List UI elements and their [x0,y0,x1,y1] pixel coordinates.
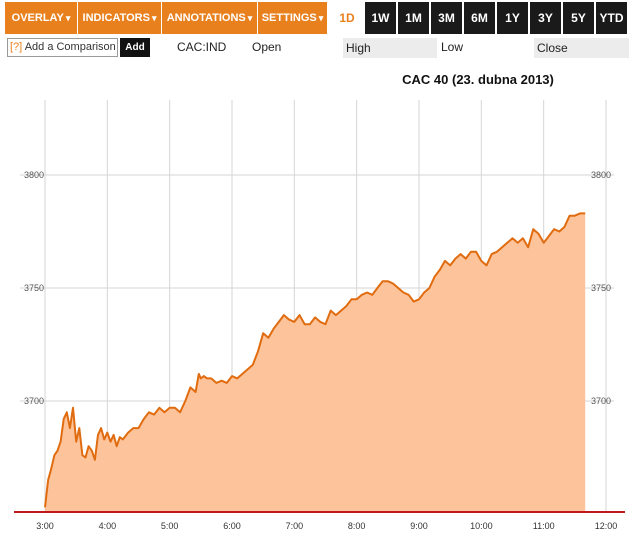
settings-menu-button-label: SETTINGS [261,12,317,24]
low-label: Low [441,40,464,54]
x-tick-label: 11:00 [533,521,555,531]
range-button-5y[interactable]: 5Y [562,2,594,34]
close-label: Close [534,38,629,58]
y-tick-label-left: 3800 [24,170,44,180]
quote-row: [?] Add a Comparison Add CAC:IND Open Hi… [0,36,635,60]
add-comparison-button[interactable]: Add [120,38,150,57]
overlay-menu-button-label: OVERLAY [11,12,64,24]
range-button-1d[interactable]: 1D [331,2,363,34]
chevron-down-icon: ▾ [65,13,71,23]
x-tick-label: 3:00 [36,521,54,531]
x-tick-label: 7:00 [286,521,304,531]
x-tick-label: 9:00 [410,521,428,531]
annotations-menu-button-label: ANNOTATIONS [166,12,246,24]
x-tick-label: 6:00 [223,521,241,531]
help-icon[interactable]: [?] [10,41,23,53]
range-button-6m[interactable]: 6M [463,2,495,34]
range-button-ytd[interactable]: YTD [595,2,627,34]
chevron-down-icon: ▾ [318,13,324,23]
comparison-input[interactable]: Add a Comparison [24,41,116,53]
settings-menu-button[interactable]: SETTINGS ▾ [258,2,328,34]
chevron-down-icon: ▾ [247,13,253,23]
range-button-3m[interactable]: 3M [430,2,462,34]
high-label: High [343,38,437,58]
chart-area: 3:00 4:00 5:00 6:00 7:00 8:00 9:00 10:00 11:00 12… [0,60,635,535]
chart-toolbar: OVERLAY ▾ INDICATORS ▾ ANNOTATIONS ▾ SETTINGS ▾… [0,0,635,36]
y-tick-label-left: 3750 [24,283,44,293]
indicators-menu-button-label: INDICATORS [82,12,150,24]
comparison-field[interactable]: [?] Add a Comparison [7,38,118,57]
chevron-down-icon: ▾ [151,13,157,23]
range-button-1w[interactable]: 1W [364,2,396,34]
open-label: Open [252,40,282,54]
overlay-menu-button[interactable]: OVERLAY ▾ [5,2,78,34]
annotations-menu-button[interactable]: ANNOTATIONS ▾ [162,2,258,34]
ticker-symbol: CAC:IND [177,40,227,54]
x-tick-label: 4:00 [99,521,117,531]
x-tick-label: 12:00 [595,521,618,531]
price-area-fill [45,213,586,512]
range-button-1m[interactable]: 1M [397,2,429,34]
y-tick-label-right: 3800 [591,170,611,180]
x-tick-label: 8:00 [348,521,366,531]
price-line [44,212,586,508]
range-button-3y[interactable]: 3Y [529,2,561,34]
indicators-menu-button[interactable]: INDICATORS ▾ [78,2,162,34]
y-tick-label-right: 3750 [591,283,611,293]
y-tick-label-right: 3700 [591,396,611,406]
range-button-1y[interactable]: 1Y [496,2,528,34]
x-tick-label: 10:00 [470,521,493,531]
x-tick-label: 5:00 [161,521,179,531]
price-chart: 3:00 4:00 5:00 6:00 7:00 8:00 9:00 10:00 11:00 12… [14,72,625,531]
chart-title: CAC 40 (23. dubna 2013) [402,72,554,87]
y-tick-label-left: 3700 [24,396,44,406]
